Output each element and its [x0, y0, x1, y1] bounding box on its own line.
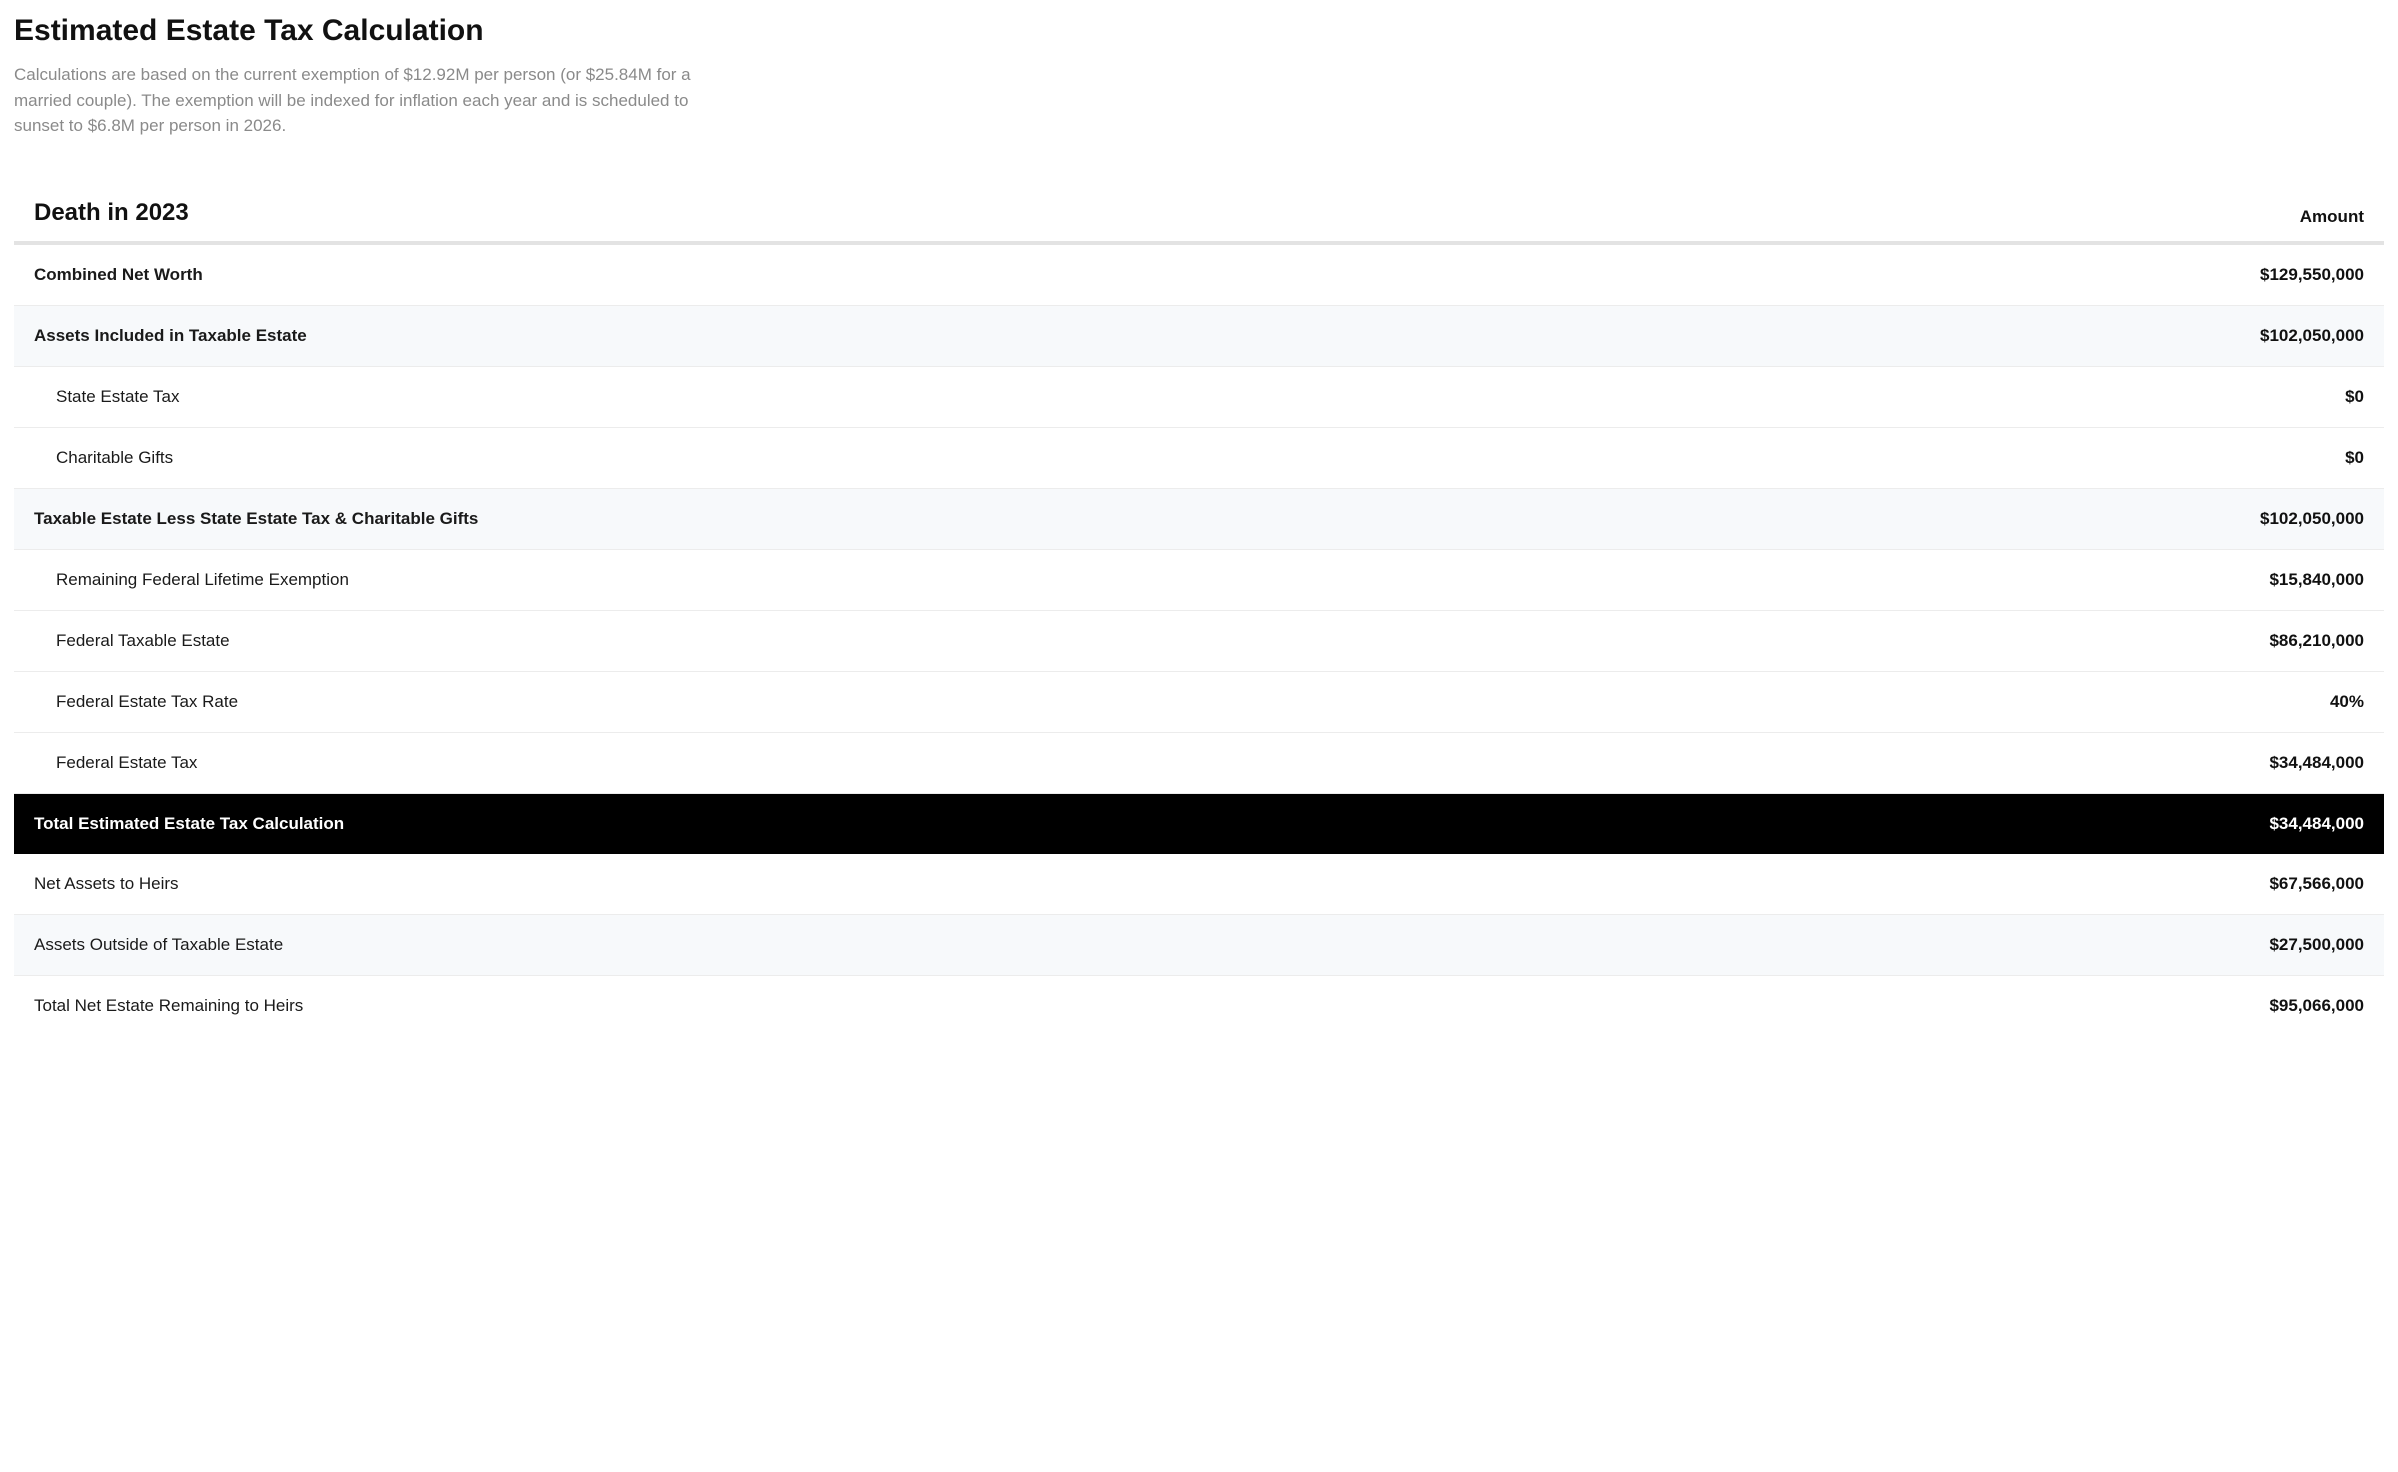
table-row: Taxable Estate Less State Estate Tax & C…: [14, 489, 2384, 550]
row-label: Federal Estate Tax Rate: [34, 692, 238, 712]
row-label: Net Assets to Heirs: [34, 874, 179, 894]
row-label: State Estate Tax: [34, 387, 179, 407]
row-value: $15,840,000: [2269, 570, 2364, 590]
table-header-left: Death in 2023: [34, 199, 189, 227]
row-value: $34,484,000: [2269, 753, 2364, 773]
table-row: Charitable Gifts $0: [14, 428, 2384, 489]
row-label: Total Estimated Estate Tax Calculation: [34, 814, 344, 834]
page-subtitle: Calculations are based on the current ex…: [14, 62, 694, 139]
row-value: $102,050,000: [2260, 326, 2364, 346]
row-value: $129,550,000: [2260, 265, 2364, 285]
table-row: Federal Taxable Estate $86,210,000: [14, 611, 2384, 672]
row-label: Remaining Federal Lifetime Exemption: [34, 570, 349, 590]
row-label: Taxable Estate Less State Estate Tax & C…: [34, 509, 478, 529]
row-value: 40%: [2330, 692, 2364, 712]
table-header-right: Amount: [2300, 207, 2364, 227]
row-value: $86,210,000: [2269, 631, 2364, 651]
row-label: Total Net Estate Remaining to Heirs: [34, 996, 303, 1016]
row-value: $67,566,000: [2269, 874, 2364, 894]
table-row: Remaining Federal Lifetime Exemption $15,…: [14, 550, 2384, 611]
row-label: Federal Estate Tax: [34, 753, 197, 773]
table-row: Net Assets to Heirs $67,566,000: [14, 854, 2384, 915]
row-label: Assets Included in Taxable Estate: [34, 326, 307, 346]
row-label: Combined Net Worth: [34, 265, 203, 285]
table-body: Combined Net Worth $129,550,000 Assets Inc…: [14, 245, 2384, 1036]
row-value: $27,500,000: [2269, 935, 2364, 955]
row-value: $102,050,000: [2260, 509, 2364, 529]
table-row: Total Net Estate Remaining to Heirs $95,0…: [14, 976, 2384, 1036]
row-value: $34,484,000: [2269, 814, 2364, 834]
page-title: Estimated Estate Tax Calculation: [14, 14, 2384, 48]
row-value: $0: [2345, 387, 2364, 407]
table-row: Federal Estate Tax Rate 40%: [14, 672, 2384, 733]
estate-tax-table: Death in 2023 Amount Combined Net Worth $…: [14, 187, 2384, 1036]
row-label: Federal Taxable Estate: [34, 631, 230, 651]
row-value: $95,066,000: [2269, 996, 2364, 1016]
table-row: Federal Estate Tax $34,484,000: [14, 733, 2384, 794]
table-row: Assets Outside of Taxable Estate $27,500,…: [14, 915, 2384, 976]
table-row: State Estate Tax $0: [14, 367, 2384, 428]
table-row: Total Estimated Estate Tax Calculation $3…: [14, 794, 2384, 854]
table-row: Combined Net Worth $129,550,000: [14, 245, 2384, 306]
row-label: Assets Outside of Taxable Estate: [34, 935, 283, 955]
table-row: Assets Included in Taxable Estate $102,05…: [14, 306, 2384, 367]
table-header-row: Death in 2023 Amount: [14, 187, 2384, 245]
row-label: Charitable Gifts: [34, 448, 173, 468]
row-value: $0: [2345, 448, 2364, 468]
